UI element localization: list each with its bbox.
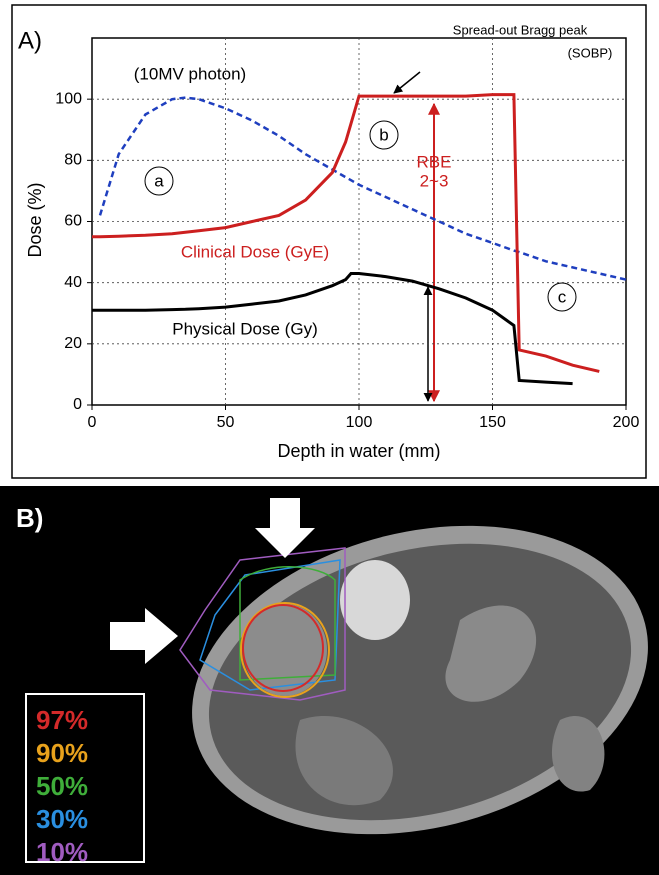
annotation: b <box>379 125 388 144</box>
annotation: c <box>558 287 567 306</box>
contour-50 <box>239 566 336 681</box>
line-series <box>98 96 627 281</box>
series-label: (10MV photon) <box>134 64 246 83</box>
contour-90 <box>240 602 330 698</box>
sobp-arrow <box>393 71 421 94</box>
x-tick-label: 0 <box>88 414 97 431</box>
panel-a-frame <box>11 4 647 479</box>
ct-organ <box>243 604 327 696</box>
series-label: Clinical Dose (GyE) <box>181 242 329 261</box>
beam-arrow-down <box>255 498 315 558</box>
y-tick-label: 0 <box>73 396 82 413</box>
annotation-circle <box>369 120 399 150</box>
legend-entry: 30% <box>36 804 88 834</box>
panel-label: A) <box>18 27 42 54</box>
y-axis-label: Dose (%) <box>25 182 45 257</box>
annotation: a <box>154 171 164 190</box>
legend-entry: 50% <box>36 771 88 801</box>
x-tick-label: 100 <box>346 414 373 431</box>
legend-entry: 10% <box>36 837 88 867</box>
contour-10 <box>179 547 346 701</box>
panel-label: B) <box>16 503 43 533</box>
y-tick-label: 60 <box>64 213 82 230</box>
contour-30 <box>199 559 341 691</box>
annotation: (SOBP) <box>568 45 613 60</box>
annotation: Spread-out Bragg peak <box>453 22 588 37</box>
y-tick-label: 100 <box>55 90 82 107</box>
panel-b: B) 97%90%50%30%10% <box>0 486 659 875</box>
x-tick-label: 50 <box>217 414 235 431</box>
ct-bowel <box>295 716 393 806</box>
y-tick-label: 40 <box>64 274 82 291</box>
contour-97 <box>242 604 324 692</box>
ct-bowel <box>551 716 605 792</box>
x-tick-label: 150 <box>479 414 506 431</box>
legend-box <box>25 693 145 863</box>
ct-bowel <box>445 605 537 702</box>
x-tick-label: 200 <box>613 414 640 431</box>
annotation: 2~3 <box>420 171 449 190</box>
ct-spine <box>340 560 410 640</box>
beam-arrow-right <box>110 608 178 664</box>
annotation-circle <box>144 166 174 196</box>
line-series <box>92 93 600 373</box>
series-label: Physical Dose (Gy) <box>172 319 317 338</box>
line-series <box>92 272 573 386</box>
y-tick-label: 80 <box>64 152 82 169</box>
x-axis-label: Depth in water (mm) <box>277 441 440 461</box>
annotation: RBE <box>417 152 452 171</box>
legend-entry: 97% <box>36 705 88 735</box>
y-tick-label: 20 <box>64 335 82 352</box>
annotation-circle <box>547 282 577 312</box>
legend-entry: 90% <box>36 738 88 768</box>
